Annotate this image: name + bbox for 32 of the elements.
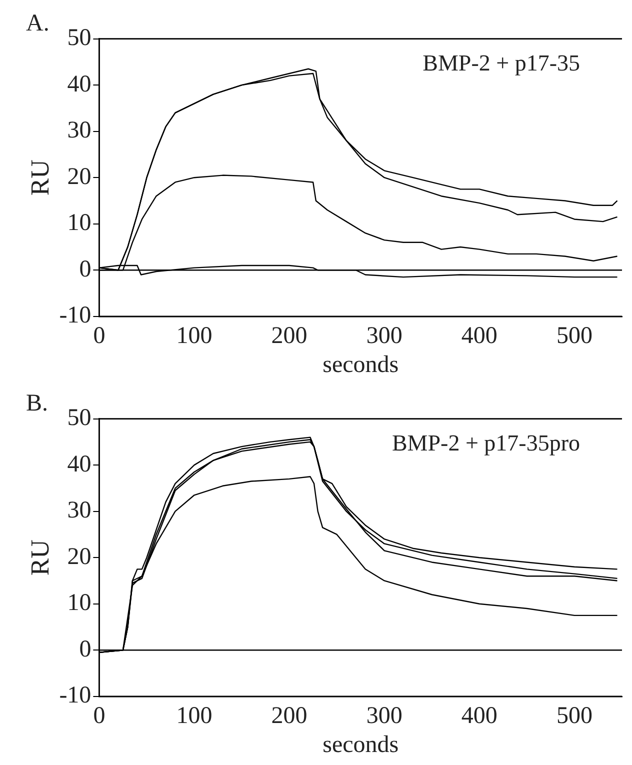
- y-tick-label: 0: [79, 256, 92, 282]
- x-tick-label: 300: [366, 703, 402, 730]
- y-tick-label: 10: [67, 590, 92, 616]
- y-tick-label: 50: [67, 405, 92, 432]
- y-tick-label: 40: [67, 451, 92, 478]
- y-tick-label: 30: [67, 498, 92, 524]
- y-tick-label: 40: [67, 71, 92, 98]
- chart-title: B.: [26, 390, 48, 417]
- x-tick-label: 300: [366, 323, 402, 350]
- x-tick-label: 100: [176, 323, 212, 350]
- annotation: BMP-2 + p17-35: [422, 50, 580, 76]
- y-tick-label: 10: [67, 210, 92, 236]
- y-tick-label: 20: [67, 544, 92, 570]
- annotation: BMP-2 + p17-35pro: [392, 430, 580, 456]
- y-tick-label: 20: [67, 164, 92, 190]
- y-tick-label: 50: [67, 25, 92, 52]
- y-tick-label: 30: [67, 118, 92, 144]
- x-tick-label: 200: [271, 703, 308, 730]
- x-tick-label: 200: [271, 323, 308, 350]
- x-tick-label: 500: [556, 703, 592, 730]
- x-tick-label: 100: [176, 703, 212, 730]
- y-tick-label: -10: [59, 682, 92, 709]
- x-axis-title: seconds: [322, 732, 399, 758]
- x-tick-label: 500: [556, 323, 592, 350]
- x-axis-title: seconds: [322, 352, 399, 378]
- y-axis-title: RU: [25, 539, 54, 576]
- x-tick-label: 400: [461, 703, 498, 730]
- x-tick-label: 400: [461, 323, 498, 350]
- y-tick-label: -10: [59, 302, 92, 329]
- y-tick-label: 0: [79, 636, 92, 662]
- chart-title: A.: [26, 10, 50, 37]
- y-axis-title: RU: [25, 159, 54, 196]
